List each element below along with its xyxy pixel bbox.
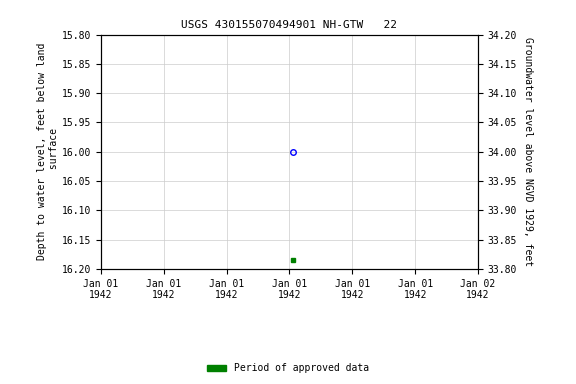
- Legend: Period of approved data: Period of approved data: [203, 359, 373, 377]
- Title: USGS 430155070494901 NH-GTW   22: USGS 430155070494901 NH-GTW 22: [181, 20, 397, 30]
- Y-axis label: Depth to water level, feet below land
 surface: Depth to water level, feet below land su…: [37, 43, 59, 260]
- Y-axis label: Groundwater level above NGVD 1929, feet: Groundwater level above NGVD 1929, feet: [523, 37, 533, 266]
